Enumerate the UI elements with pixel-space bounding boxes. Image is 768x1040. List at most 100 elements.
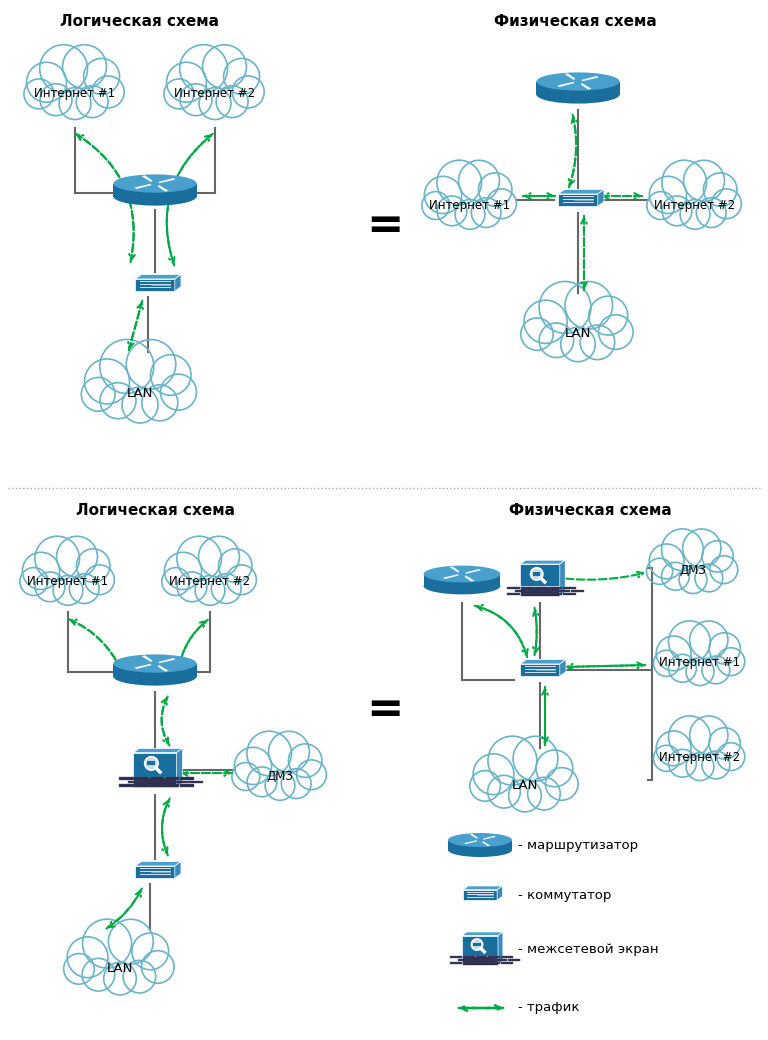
Circle shape — [478, 837, 482, 842]
Circle shape — [177, 537, 221, 580]
Circle shape — [690, 716, 728, 754]
Bar — [483, 959, 495, 961]
Circle shape — [545, 768, 578, 800]
Polygon shape — [135, 275, 181, 279]
Circle shape — [422, 191, 450, 219]
Circle shape — [455, 200, 485, 229]
Circle shape — [574, 78, 581, 85]
Circle shape — [100, 383, 136, 419]
Polygon shape — [135, 279, 175, 291]
Bar — [128, 781, 142, 783]
Circle shape — [598, 315, 633, 349]
Circle shape — [561, 328, 595, 362]
Circle shape — [686, 753, 714, 780]
Polygon shape — [114, 183, 197, 197]
Text: - маршрутизатор: - маршрутизатор — [518, 838, 638, 852]
Circle shape — [697, 198, 726, 228]
Bar — [134, 777, 149, 780]
Circle shape — [717, 743, 745, 771]
Bar — [164, 777, 179, 780]
Circle shape — [216, 85, 248, 118]
Circle shape — [265, 771, 295, 801]
Polygon shape — [520, 659, 566, 664]
Text: Интернет #1: Интернет #1 — [429, 199, 511, 211]
Circle shape — [199, 537, 240, 577]
Polygon shape — [154, 184, 168, 191]
Polygon shape — [463, 890, 497, 901]
Polygon shape — [578, 82, 591, 89]
Ellipse shape — [424, 577, 501, 595]
Circle shape — [668, 750, 697, 777]
Circle shape — [717, 648, 745, 676]
Circle shape — [524, 301, 568, 343]
Ellipse shape — [114, 175, 197, 192]
Circle shape — [702, 751, 730, 779]
Circle shape — [77, 549, 110, 582]
Bar — [521, 587, 535, 589]
Circle shape — [661, 563, 690, 591]
Bar — [143, 781, 157, 783]
Polygon shape — [134, 664, 154, 669]
Circle shape — [669, 716, 710, 758]
Polygon shape — [497, 886, 502, 901]
Circle shape — [40, 45, 88, 93]
Bar — [508, 593, 521, 596]
Polygon shape — [464, 840, 479, 844]
Polygon shape — [480, 840, 490, 847]
Circle shape — [710, 555, 738, 583]
Bar — [563, 587, 576, 589]
Text: Физическая схема: Физическая схема — [494, 14, 657, 29]
Circle shape — [709, 632, 740, 665]
Bar — [515, 590, 528, 592]
Polygon shape — [564, 73, 578, 81]
Bar — [557, 590, 570, 592]
Circle shape — [82, 959, 114, 991]
Bar — [535, 593, 548, 596]
Circle shape — [100, 339, 154, 393]
Circle shape — [144, 757, 158, 770]
Circle shape — [126, 339, 176, 389]
Circle shape — [57, 537, 98, 577]
Circle shape — [167, 62, 207, 102]
Circle shape — [452, 186, 488, 220]
Circle shape — [27, 62, 67, 102]
Circle shape — [247, 731, 292, 776]
Circle shape — [677, 186, 713, 220]
Ellipse shape — [536, 85, 620, 104]
Circle shape — [108, 919, 154, 964]
Circle shape — [437, 160, 482, 205]
Ellipse shape — [448, 833, 512, 847]
Circle shape — [488, 736, 537, 785]
Circle shape — [247, 766, 277, 797]
Circle shape — [164, 552, 201, 590]
Text: Интернет #1: Интернет #1 — [660, 656, 740, 670]
Circle shape — [684, 739, 717, 773]
Polygon shape — [462, 956, 498, 964]
Bar — [529, 590, 542, 592]
Text: Интернет #2: Интернет #2 — [654, 199, 736, 211]
Bar — [458, 959, 469, 961]
Circle shape — [654, 746, 680, 772]
Circle shape — [69, 574, 99, 603]
Circle shape — [193, 562, 227, 597]
Circle shape — [709, 728, 740, 759]
Circle shape — [528, 777, 560, 810]
Circle shape — [227, 565, 257, 595]
Bar — [488, 962, 500, 964]
Circle shape — [151, 660, 158, 667]
Polygon shape — [141, 655, 155, 664]
Polygon shape — [154, 664, 168, 672]
Circle shape — [478, 173, 512, 206]
Bar — [164, 784, 179, 787]
Text: LAN: LAN — [107, 962, 133, 974]
Circle shape — [51, 562, 85, 597]
Circle shape — [488, 776, 521, 808]
Circle shape — [459, 571, 465, 577]
Circle shape — [263, 757, 297, 791]
Polygon shape — [470, 834, 480, 839]
Circle shape — [296, 760, 326, 789]
Text: - трафик: - трафик — [518, 1002, 580, 1014]
Circle shape — [580, 326, 614, 360]
Circle shape — [281, 769, 311, 799]
Text: - коммутатор: - коммутатор — [518, 888, 611, 902]
